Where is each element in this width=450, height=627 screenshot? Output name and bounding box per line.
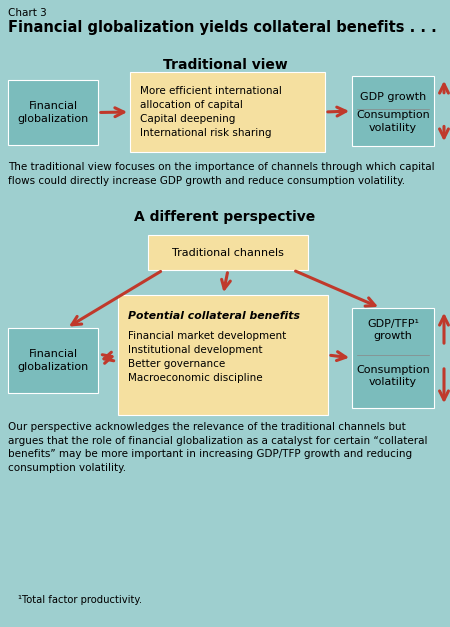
Text: Our perspective acknowledges the relevance of the traditional channels but
argue: Our perspective acknowledges the relevan…	[8, 422, 428, 473]
FancyBboxPatch shape	[352, 76, 434, 146]
FancyBboxPatch shape	[118, 295, 328, 415]
Text: Traditional view: Traditional view	[162, 58, 288, 72]
Text: Financial
globalization: Financial globalization	[18, 101, 89, 124]
Text: Chart 3: Chart 3	[8, 8, 47, 18]
Text: Traditional channels: Traditional channels	[172, 248, 284, 258]
FancyBboxPatch shape	[130, 72, 325, 152]
Text: ¹Total factor productivity.: ¹Total factor productivity.	[18, 595, 142, 605]
FancyBboxPatch shape	[8, 80, 98, 145]
Text: Financial market development
Institutional development
Better governance
Macroec: Financial market development Institution…	[128, 331, 286, 383]
FancyBboxPatch shape	[352, 308, 434, 408]
Text: Financial globalization yields collateral benefits . . .: Financial globalization yields collatera…	[8, 20, 437, 35]
FancyBboxPatch shape	[8, 328, 98, 393]
Text: Consumption
volatility: Consumption volatility	[356, 365, 430, 387]
Text: GDP/TFP¹
growth: GDP/TFP¹ growth	[367, 319, 419, 341]
Text: Consumption
volatility: Consumption volatility	[356, 110, 430, 133]
Text: More efficient international
allocation of capital
Capital deepening
Internation: More efficient international allocation …	[140, 86, 282, 138]
FancyBboxPatch shape	[148, 235, 308, 270]
Text: Financial
globalization: Financial globalization	[18, 349, 89, 372]
Text: The traditional view focuses on the importance of channels through which capital: The traditional view focuses on the impo…	[8, 162, 435, 186]
Text: GDP growth: GDP growth	[360, 92, 426, 102]
Text: Potential collateral benefits: Potential collateral benefits	[128, 311, 300, 321]
Text: A different perspective: A different perspective	[135, 210, 315, 224]
